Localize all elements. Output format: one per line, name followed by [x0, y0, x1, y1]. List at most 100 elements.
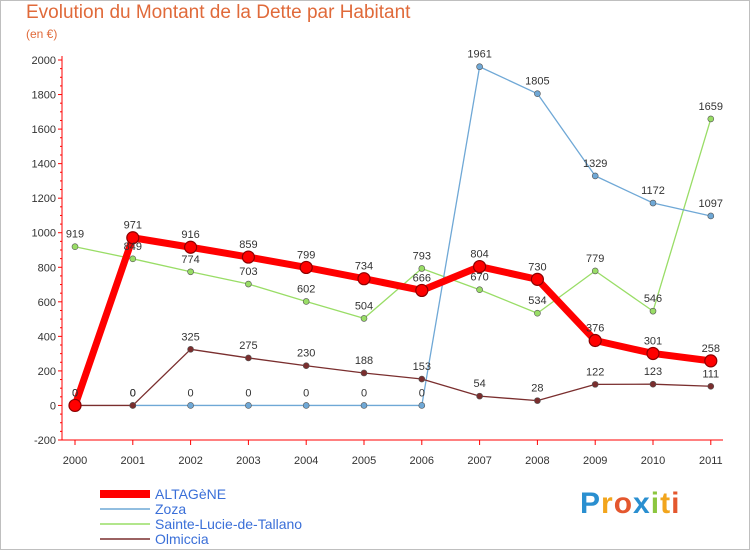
data-point [71, 243, 79, 251]
legend-label: Sainte-Lucie-de-Tallano [155, 516, 302, 532]
data-point [187, 346, 194, 353]
x-tick-label: 2004 [294, 455, 318, 467]
data-label: 54 [473, 378, 485, 390]
data-label: 230 [297, 348, 315, 360]
logo-letter: r [601, 487, 614, 520]
series-sainte-lucie-de-tallano [71, 115, 715, 322]
data-point [649, 307, 657, 315]
legend-label: Olmiccia [155, 531, 209, 547]
x-tick-label: 2007 [467, 455, 491, 467]
data-point [302, 362, 310, 370]
data-point [534, 309, 541, 317]
data-point [646, 346, 660, 361]
data-label: 0 [72, 387, 78, 399]
data-point [707, 115, 715, 123]
y-tick-label: 400 [38, 331, 56, 343]
data-point [357, 272, 371, 286]
data-label: 275 [239, 340, 257, 352]
data-point [588, 333, 602, 348]
logo-letter: i [650, 487, 661, 520]
data-point [476, 392, 483, 400]
data-point [530, 272, 545, 286]
y-tick-label: -200 [34, 435, 56, 447]
data-label: 0 [130, 387, 136, 399]
x-tick-label: 2000 [63, 455, 87, 467]
data-label: 0 [188, 387, 194, 399]
y-tick-label: 200 [38, 366, 56, 378]
series-line [71, 234, 715, 409]
data-point [360, 402, 368, 409]
data-point [68, 398, 82, 413]
series-altag-ne [68, 231, 718, 413]
data-point [591, 381, 599, 388]
data-point [476, 286, 483, 294]
x-tick-label: 2006 [410, 455, 434, 467]
data-point [184, 240, 198, 254]
data-label: 1659 [699, 101, 723, 113]
data-point [649, 199, 657, 207]
y-tick-label: 600 [38, 297, 56, 309]
data-label: 0 [419, 387, 425, 399]
data-point [360, 315, 368, 322]
chart-title: Evolution du Montant de la Dette par Hab… [26, 2, 411, 23]
data-label: 153 [413, 361, 431, 373]
data-point [187, 402, 194, 409]
data-point [534, 397, 541, 404]
chart-unit: (en €) [26, 27, 58, 41]
legend-label: ALTAGèNE [155, 486, 226, 502]
x-tick-label: 2011 [699, 455, 723, 467]
data-label: 1329 [583, 158, 607, 170]
data-point [302, 402, 310, 409]
y-tick-label: 0 [50, 400, 56, 412]
data-label: 123 [644, 366, 662, 378]
legend-label: Zoza [155, 501, 186, 517]
data-point [649, 380, 657, 388]
data-label: 325 [181, 331, 199, 343]
data-label: 28 [531, 383, 543, 395]
y-tick-label: 2000 [32, 55, 56, 67]
data-point [129, 255, 137, 263]
y-tick-label: 800 [38, 262, 56, 274]
data-point [415, 283, 429, 298]
data-label: 0 [72, 387, 78, 399]
data-label: 188 [355, 355, 373, 367]
data-label: 804 [470, 249, 488, 261]
data-label: 916 [181, 229, 199, 241]
data-point [418, 265, 426, 272]
x-tick-label: 2005 [352, 455, 376, 467]
data-label: 666 [413, 272, 431, 284]
data-point [187, 268, 194, 276]
data-point [418, 375, 426, 383]
data-point [245, 402, 252, 409]
data-label: 703 [239, 266, 257, 278]
data-label: 734 [355, 261, 373, 273]
logo-letter: P [580, 487, 602, 520]
data-label: 971 [124, 220, 142, 232]
y-tick-label: 1400 [32, 159, 56, 171]
x-tick-label: 2003 [236, 455, 260, 467]
data-point [591, 172, 599, 180]
data-label: 546 [644, 293, 662, 305]
data-point [418, 402, 426, 409]
data-label: 859 [239, 239, 257, 251]
data-label: 602 [297, 283, 315, 295]
data-label: 1805 [525, 76, 549, 88]
series-olmiccia [71, 346, 715, 409]
data-label: 504 [355, 300, 373, 312]
data-label: 534 [528, 295, 546, 307]
data-point [302, 298, 310, 305]
data-label: 0 [303, 387, 309, 399]
data-point [473, 259, 487, 274]
data-label: 779 [586, 253, 604, 265]
series-line [74, 348, 712, 407]
logo-letter: t [660, 487, 672, 520]
data-point [245, 280, 252, 288]
series-line [74, 118, 712, 320]
data-point [476, 63, 483, 71]
data-point [245, 354, 252, 362]
data-point [591, 267, 599, 275]
data-label: 0 [245, 387, 251, 399]
y-tick-label: 1600 [32, 124, 56, 136]
